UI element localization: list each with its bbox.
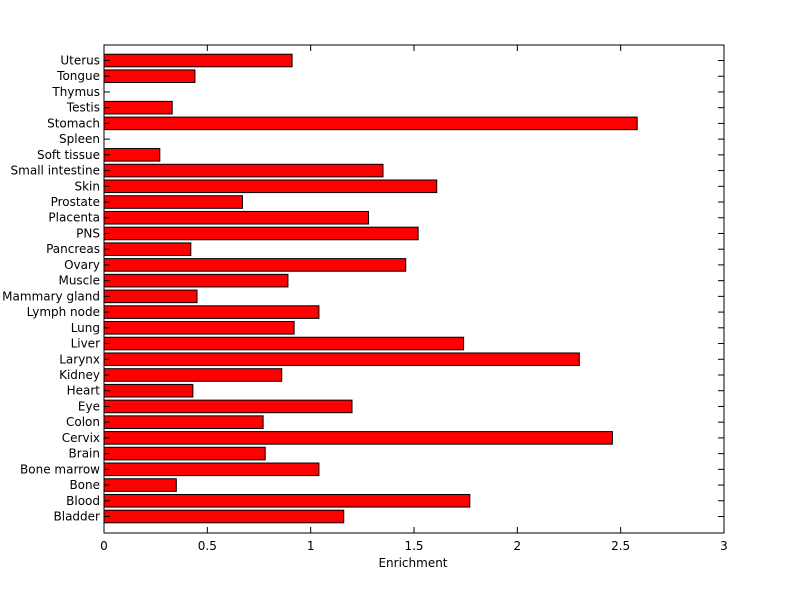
x-axis-label: Enrichment	[378, 556, 447, 570]
bar	[103, 100, 173, 115]
x-tick-label: 2	[514, 539, 522, 553]
bar	[103, 195, 243, 209]
y-tick-label: Skin	[74, 179, 100, 193]
y-tick-label: Bone	[69, 478, 100, 492]
x-tick-label: 1	[307, 539, 315, 553]
y-tick-label: Lung	[71, 321, 100, 335]
x-tick-label: 3	[720, 539, 728, 553]
bar	[103, 116, 638, 131]
y-tick-label: Liver	[71, 337, 101, 351]
x-tick-label: 2.5	[611, 539, 630, 553]
y-tick-label: PNS	[76, 226, 100, 240]
bar	[103, 148, 161, 162]
bar	[103, 415, 264, 429]
bar	[103, 399, 353, 414]
x-tick-label: 0.5	[198, 539, 217, 553]
bar	[103, 352, 580, 367]
y-tick-label: Kidney	[59, 368, 100, 382]
bar	[103, 478, 177, 492]
x-tick-label: 0	[100, 539, 108, 553]
x-tick-label: 1.5	[404, 539, 423, 553]
bar	[103, 336, 465, 351]
y-tick-label: Ovary	[64, 258, 100, 272]
bar	[103, 53, 293, 68]
y-tick-label: Bladder	[54, 510, 101, 524]
y-tick-label: Larynx	[59, 352, 100, 366]
y-tick-label: Bone marrow	[20, 462, 100, 476]
bar	[103, 321, 295, 335]
bar	[103, 493, 471, 508]
bar	[103, 210, 370, 225]
y-tick-label: Cervix	[62, 431, 100, 445]
bar	[103, 462, 320, 477]
bar	[103, 431, 613, 445]
y-tick-label: Brain	[69, 447, 100, 461]
y-tick-label: Prostate	[51, 195, 100, 209]
y-tick-label: Lymph node	[27, 305, 100, 319]
y-tick-label: Uterus	[60, 54, 100, 68]
y-tick-label: Soft tissue	[37, 148, 100, 162]
bar	[103, 226, 419, 241]
bar	[103, 305, 320, 319]
bar	[103, 368, 283, 382]
y-tick-label: Spleen	[59, 132, 100, 146]
bar	[103, 509, 345, 524]
bar	[103, 242, 192, 256]
y-tick-label: Pancreas	[46, 242, 100, 256]
bar	[103, 69, 196, 84]
y-tick-label: Tongue	[56, 69, 100, 83]
y-tick-label: Stomach	[47, 116, 100, 130]
y-tick-label: Thymus	[51, 85, 100, 99]
y-tick-label: Testis	[66, 101, 100, 115]
bar	[103, 163, 384, 178]
bar	[103, 383, 194, 398]
y-tick-label: Small intestine	[11, 164, 100, 178]
y-tick-label: Blood	[66, 494, 100, 508]
bar	[103, 289, 198, 304]
bar	[103, 258, 407, 272]
y-tick-label: Placenta	[48, 211, 100, 225]
plot-frame	[103, 44, 725, 534]
y-tick-label: Heart	[67, 384, 101, 398]
bar	[103, 273, 289, 288]
y-tick-label: Eye	[78, 399, 100, 413]
bar	[103, 179, 438, 194]
y-tick-label: Mammary gland	[2, 289, 100, 303]
y-tick-label: Muscle	[58, 274, 100, 288]
y-tick-label: Colon	[66, 415, 100, 429]
bar	[103, 446, 266, 461]
